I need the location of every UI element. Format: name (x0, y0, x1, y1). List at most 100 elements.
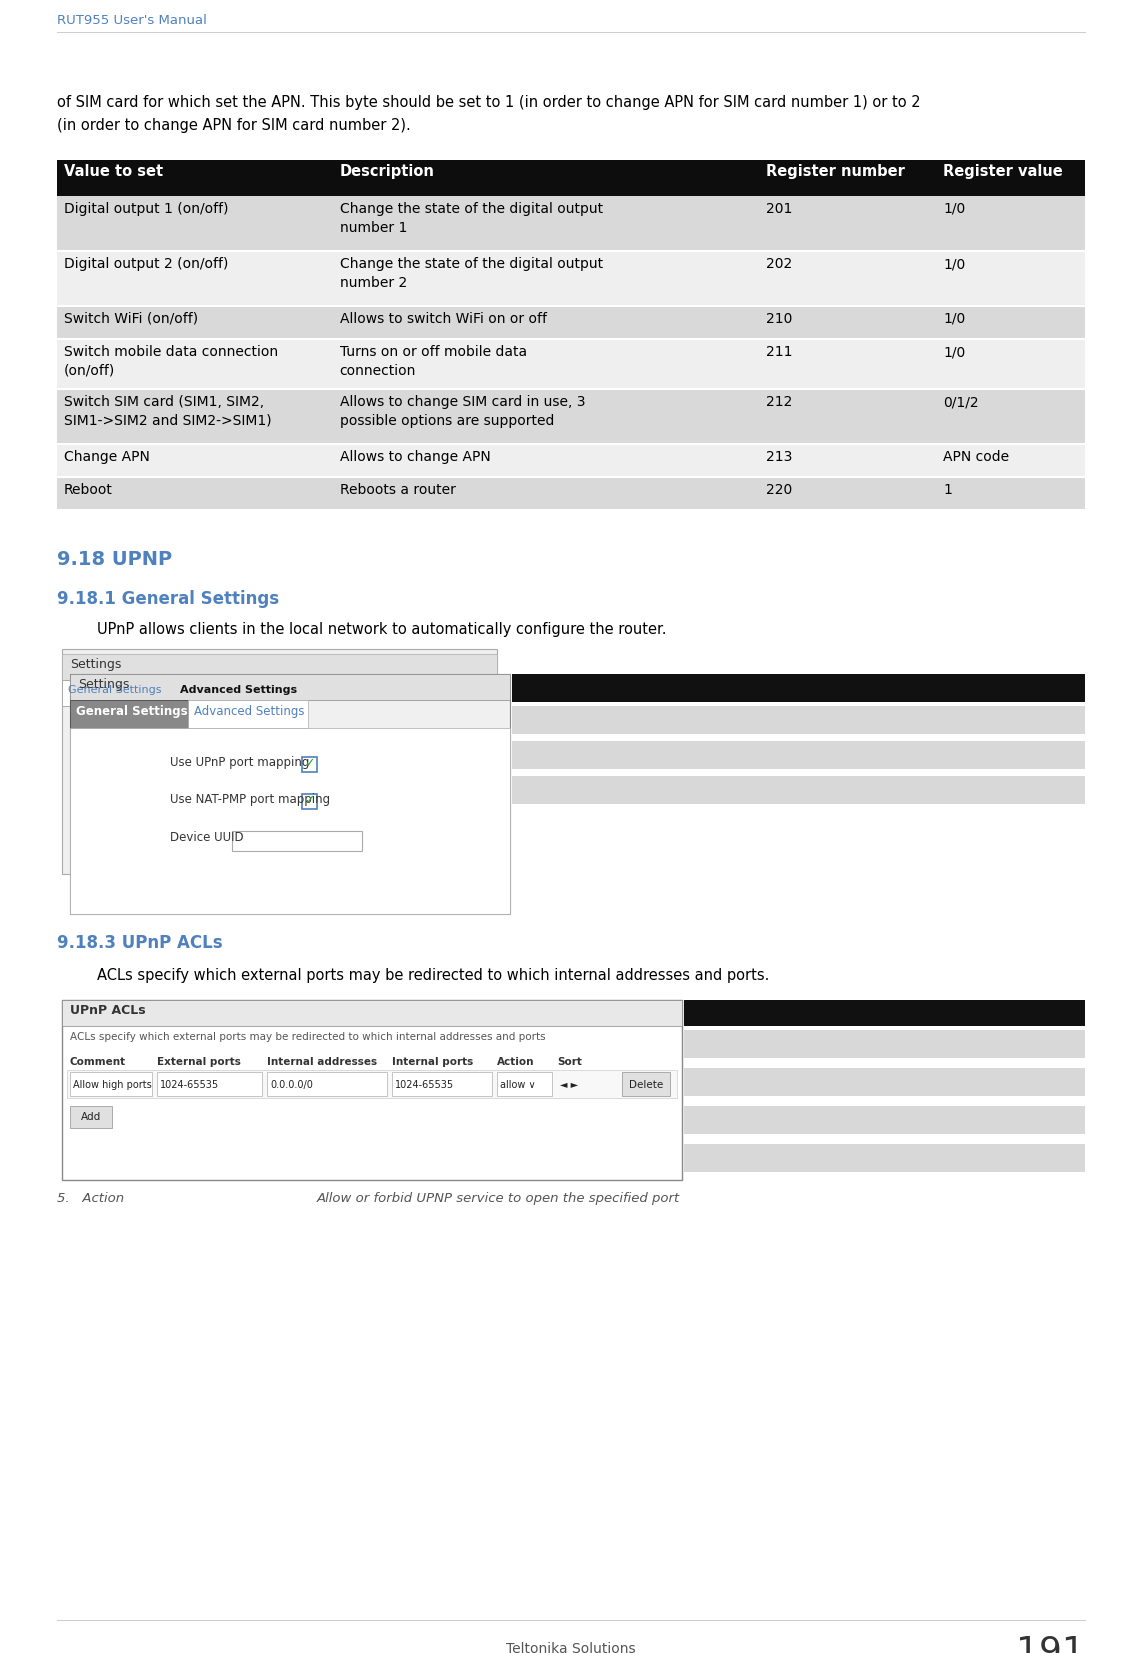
Bar (332, 197, 759, 251)
Bar (332, 339, 759, 388)
Text: 5.   Action: 5. Action (57, 1192, 124, 1205)
Bar (301, 793, 317, 808)
Bar (759, 251, 936, 306)
Bar (759, 388, 936, 445)
Text: Change APN: Change APN (64, 450, 150, 464)
Bar (67, 1069, 677, 1098)
Text: 201: 201 (766, 202, 793, 217)
Bar (684, 1000, 1085, 1027)
Bar (332, 478, 759, 511)
Bar (57, 478, 332, 511)
Bar (759, 306, 936, 339)
Bar (936, 339, 1085, 388)
Text: 1/0: 1/0 (943, 256, 965, 271)
Bar (267, 1073, 387, 1096)
Bar (936, 197, 1085, 251)
Text: 0/1/2: 0/1/2 (943, 395, 979, 408)
Text: Internal addresses: Internal addresses (267, 1056, 377, 1066)
Text: Digital output 2 (on/off): Digital output 2 (on/off) (64, 256, 228, 271)
Text: Use NAT-PMP port mapping: Use NAT-PMP port mapping (170, 793, 330, 807)
Bar (57, 339, 332, 388)
Bar (332, 160, 759, 197)
Text: 0.0.0.0/0: 0.0.0.0/0 (270, 1079, 313, 1089)
Text: 9.18.1 General Settings: 9.18.1 General Settings (57, 590, 279, 608)
Text: External ports: External ports (156, 1056, 241, 1066)
Text: (in order to change APN for SIM card number 2).: (in order to change APN for SIM card num… (57, 117, 411, 132)
Text: General Settings: General Settings (77, 704, 187, 717)
Text: RUT955 User's Manual: RUT955 User's Manual (57, 13, 207, 26)
Text: Change the state of the digital output
number 2: Change the state of the digital output n… (339, 256, 603, 289)
Text: 1/0: 1/0 (943, 202, 965, 217)
Bar (62, 1000, 682, 1027)
Text: Reboots a router: Reboots a router (339, 483, 456, 498)
Bar (684, 1068, 1085, 1096)
Text: ACLs specify which external ports may be redirected to which internal addresses : ACLs specify which external ports may be… (97, 969, 770, 984)
Bar (62, 679, 174, 706)
Text: Register number: Register number (766, 164, 904, 179)
Bar (497, 1073, 552, 1096)
Bar (57, 197, 332, 251)
Text: 1/0: 1/0 (943, 345, 965, 359)
Text: 9.18.3 UPnP ACLs: 9.18.3 UPnP ACLs (57, 934, 223, 952)
Text: APN code: APN code (943, 450, 1010, 464)
Bar (512, 706, 1085, 734)
Bar (936, 160, 1085, 197)
Bar (70, 699, 188, 727)
Text: 191: 191 (1016, 1635, 1085, 1653)
Text: Advanced Settings: Advanced Settings (180, 684, 297, 694)
Text: Digital output 1 (on/off): Digital output 1 (on/off) (64, 202, 228, 217)
Bar (759, 445, 936, 478)
Bar (57, 251, 332, 306)
Text: Comment: Comment (70, 1056, 126, 1066)
Bar (62, 650, 497, 874)
Text: 212: 212 (766, 395, 793, 408)
Bar (57, 160, 332, 197)
Text: Switch WiFi (on/off): Switch WiFi (on/off) (64, 312, 198, 326)
Bar (70, 1073, 152, 1096)
Bar (512, 741, 1085, 769)
Text: Change the state of the digital output
number 1: Change the state of the digital output n… (339, 202, 603, 235)
Bar (70, 727, 510, 914)
Text: Action: Action (497, 1056, 534, 1066)
Text: Allows to change SIM card in use, 3
possible options are supported: Allows to change SIM card in use, 3 poss… (339, 395, 585, 428)
Text: Reboot: Reboot (64, 483, 113, 498)
Bar (936, 478, 1085, 511)
Bar (332, 251, 759, 306)
Text: Allow high ports: Allow high ports (73, 1079, 152, 1089)
Bar (759, 160, 936, 197)
Bar (512, 775, 1085, 803)
Bar (684, 1144, 1085, 1172)
Text: Add: Add (81, 1112, 102, 1122)
Bar (70, 1106, 112, 1127)
Bar (188, 699, 308, 727)
Text: Description: Description (339, 164, 434, 179)
Text: 1024-65535: 1024-65535 (395, 1079, 455, 1089)
Bar (332, 445, 759, 478)
Bar (936, 445, 1085, 478)
Bar (759, 478, 936, 511)
Bar (70, 674, 510, 699)
Bar (759, 197, 936, 251)
Text: Value to set: Value to set (64, 164, 163, 179)
Bar (759, 339, 936, 388)
Text: Internal ports: Internal ports (392, 1056, 473, 1066)
Text: 9.18 UPNP: 9.18 UPNP (57, 550, 172, 569)
Bar (156, 1073, 262, 1096)
Bar (512, 674, 1085, 703)
Text: UPnP allows clients in the local network to automatically configure the router.: UPnP allows clients in the local network… (97, 622, 667, 636)
Bar (301, 757, 317, 772)
Text: Allows to change APN: Allows to change APN (339, 450, 490, 464)
Bar (232, 831, 362, 851)
Bar (57, 306, 332, 339)
Text: 202: 202 (766, 256, 793, 271)
Bar (936, 388, 1085, 445)
Text: Delete: Delete (629, 1079, 664, 1089)
Text: 210: 210 (766, 312, 793, 326)
Bar (684, 1106, 1085, 1134)
Bar (62, 655, 497, 679)
Bar (936, 251, 1085, 306)
Bar (684, 1030, 1085, 1058)
Text: 1: 1 (943, 483, 951, 498)
Bar (332, 388, 759, 445)
Text: 1/0: 1/0 (943, 312, 965, 326)
